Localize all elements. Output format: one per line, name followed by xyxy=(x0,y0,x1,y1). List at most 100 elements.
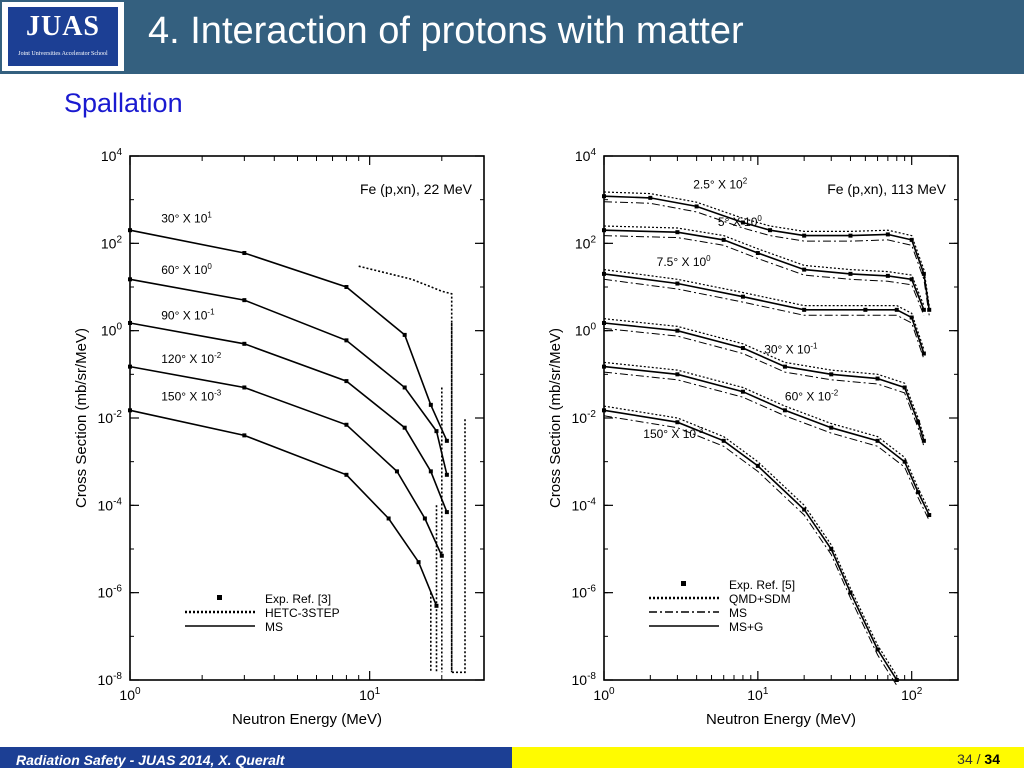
qmd-sdm-curve xyxy=(603,191,930,306)
curve-label-exponent: 0 xyxy=(207,262,212,271)
page-current: 34 xyxy=(957,751,973,767)
curve-label-exponent: -1 xyxy=(207,308,215,317)
y-tick-label-exponent: 2 xyxy=(116,234,122,245)
exp-data-point xyxy=(434,429,439,434)
exp-data-point xyxy=(740,220,745,225)
y-tick-label: 10-8 xyxy=(572,671,597,688)
exp-data-point xyxy=(344,338,349,343)
ms-curve xyxy=(129,365,443,557)
x-tick-label-exponent: 1 xyxy=(375,686,381,697)
exp-data-point xyxy=(802,233,807,238)
exp-data-point xyxy=(242,298,247,303)
y-tick-label: 10-2 xyxy=(98,409,123,426)
curve-label-exponent: 0 xyxy=(757,214,762,223)
exp-data-point xyxy=(402,425,407,430)
exp-data-point xyxy=(648,195,653,200)
y-tick-label-exponent: 4 xyxy=(590,147,596,158)
y-tick-label-exponent: -4 xyxy=(113,496,122,507)
exp-data-point xyxy=(675,328,680,333)
exp-data-point xyxy=(242,385,247,390)
ms-curve xyxy=(603,278,925,360)
y-tick-label-exponent: -2 xyxy=(113,409,122,420)
panel-label: Fe (p,xn), 113 MeV xyxy=(827,181,946,197)
exp-data-point xyxy=(875,438,880,443)
y-tick-label-exponent: -6 xyxy=(587,584,596,595)
y-tick-label: 10-4 xyxy=(572,496,597,513)
exp-data-point xyxy=(422,516,427,521)
exp-data-point xyxy=(921,307,926,312)
exp-data-point xyxy=(755,251,760,256)
exp-data-point xyxy=(602,271,606,276)
exp-data-point xyxy=(902,459,907,464)
exp-data-point xyxy=(242,251,247,256)
curve-label: 30° X 10-1 xyxy=(764,341,818,356)
y-tick-label-exponent: -4 xyxy=(587,496,596,507)
exp-data-point xyxy=(675,420,680,425)
exp-data-point xyxy=(602,320,606,325)
curve-label-exponent: -3 xyxy=(214,389,222,398)
exp-data-point xyxy=(829,547,834,551)
exp-data-point xyxy=(128,408,132,413)
ms-curve xyxy=(129,229,448,442)
footer-left-band: Radiation Safety - JUAS 2014, X. Queralt xyxy=(0,747,512,768)
logo-subtext: Joint Universities Accelerator School xyxy=(18,51,108,57)
exp-data-point xyxy=(848,590,853,595)
y-tick-label: 10-2 xyxy=(572,409,597,426)
y-tick-label-base: 10 xyxy=(98,672,114,688)
x-tick-label: 101 xyxy=(747,686,769,703)
curve-label-base: 150° X 10 xyxy=(161,390,214,404)
exp-data-point xyxy=(402,332,407,337)
y-tick-label-exponent: 4 xyxy=(116,147,122,158)
y-tick-label-base: 10 xyxy=(101,323,117,339)
y-tick-label-exponent: 0 xyxy=(590,322,596,333)
exp-data-point xyxy=(128,228,132,233)
y-tick-label-base: 10 xyxy=(572,410,588,426)
exp-data-point xyxy=(909,277,914,282)
curve-label: 150° X 10-3 xyxy=(643,426,704,441)
legend-label: HETC-3STEP xyxy=(265,606,340,620)
exp-data-point xyxy=(875,376,880,381)
x-tick-label-base: 10 xyxy=(593,687,609,703)
y-tick-label-base: 10 xyxy=(575,235,591,251)
curve-label-base: 30° X 10 xyxy=(764,342,810,356)
exp-data-point xyxy=(434,603,439,608)
juas-logo: JUAS Joint Universities Accelerator Scho… xyxy=(2,2,124,71)
exp-data-point xyxy=(848,233,853,238)
curve-label-base: 90° X 10 xyxy=(161,309,207,323)
ms-curve xyxy=(129,409,438,607)
y-tick-label: 10-6 xyxy=(572,584,597,601)
ms-g-curve xyxy=(603,195,930,310)
curve-label-base: 60° X 10 xyxy=(785,390,831,404)
curve-label: 5° X 100 xyxy=(718,214,763,229)
exp-data-point xyxy=(694,204,699,209)
qmd-sdm-curve xyxy=(603,269,925,350)
exp-data-point xyxy=(927,307,932,312)
exp-data-point xyxy=(875,647,880,652)
ms-curve xyxy=(603,235,925,316)
exp-data-point xyxy=(916,420,921,425)
y-tick-label: 102 xyxy=(101,234,123,251)
legend-label: QMD+SDM xyxy=(729,592,791,606)
exp-data-point xyxy=(428,469,433,474)
ms-curve xyxy=(129,278,448,475)
curve-label-exponent: 2 xyxy=(743,177,748,186)
x-tick-label-exponent: 0 xyxy=(609,686,615,697)
curve-label-exponent: -2 xyxy=(214,351,222,360)
legend-label: Exp. Ref. [5] xyxy=(729,578,795,592)
y-tick-label: 104 xyxy=(575,147,597,164)
y-axis-label: Cross Section (mb/sr/MeV) xyxy=(73,328,90,508)
ms-curve xyxy=(129,322,448,513)
exp-data-point xyxy=(444,510,449,515)
legend-label: MS+G xyxy=(729,620,763,634)
x-tick-label: 102 xyxy=(901,686,923,703)
slide-title: 4. Interaction of protons with matter xyxy=(148,10,744,52)
exp-data-point xyxy=(740,389,745,394)
exp-data-point xyxy=(921,351,926,356)
curve-label-base: 120° X 10 xyxy=(161,352,214,366)
exp-data-point xyxy=(242,433,247,438)
exp-data-point xyxy=(394,469,399,474)
y-tick-label: 100 xyxy=(101,322,123,339)
curve-label: 30° X 101 xyxy=(161,210,212,225)
x-tick-label-exponent: 1 xyxy=(763,686,769,697)
exp-data-point xyxy=(802,507,807,512)
